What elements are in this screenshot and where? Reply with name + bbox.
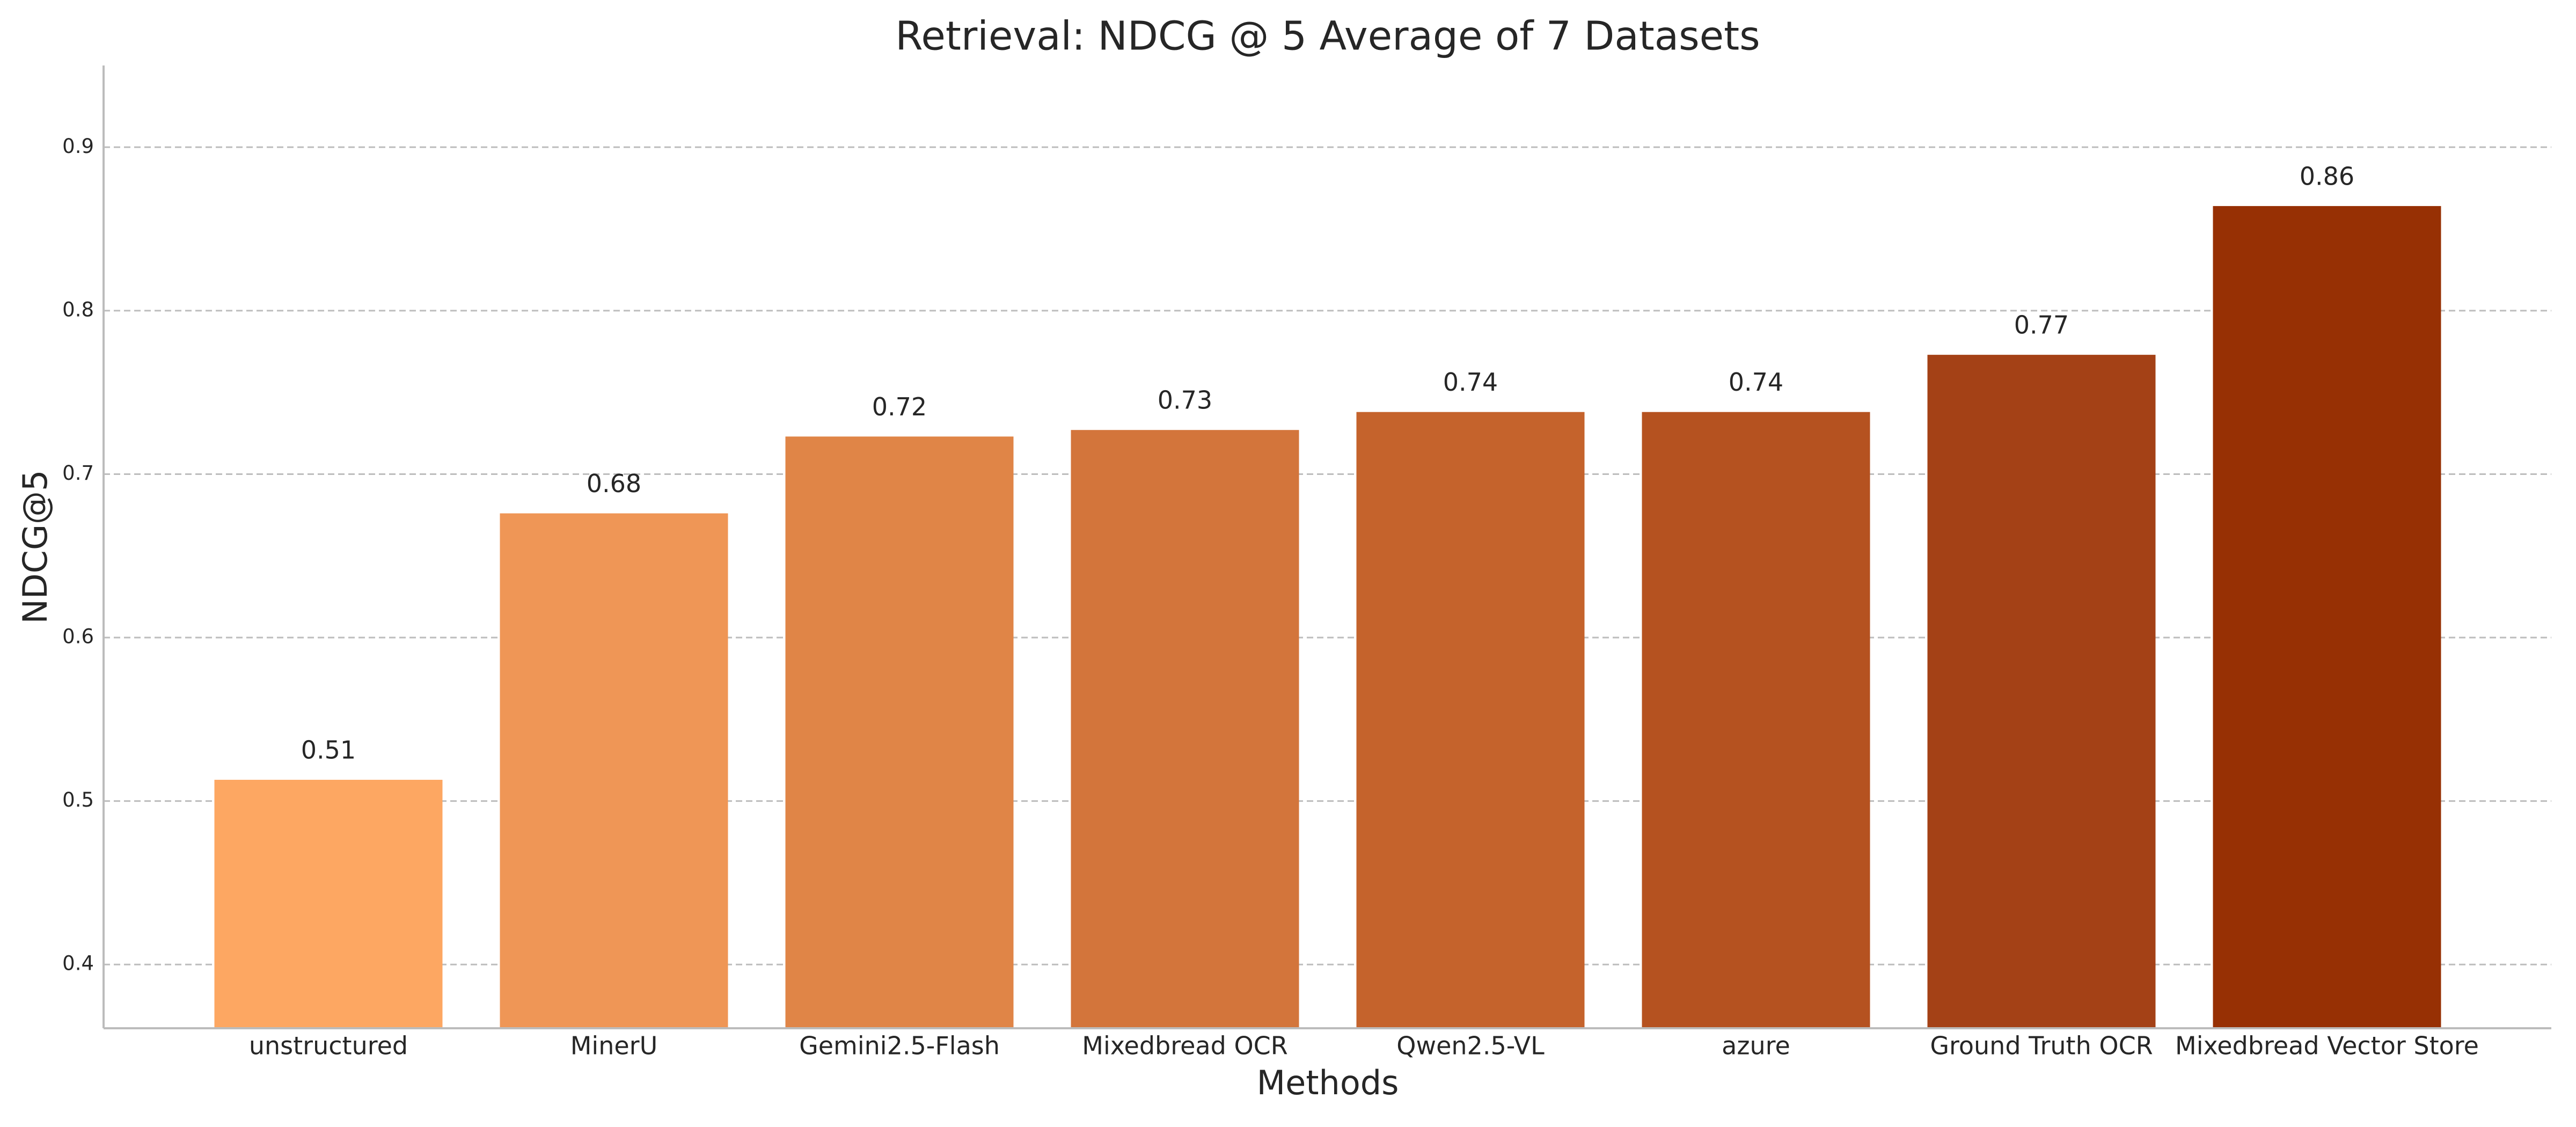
value-label: 0.68 xyxy=(587,469,641,498)
x-tick-label: Mixedbread Vector Store xyxy=(2175,1031,2479,1060)
chart-title: Retrieval: NDCG @ 5 Average of 7 Dataset… xyxy=(895,13,1760,60)
bar xyxy=(214,780,443,1028)
value-label: 0.51 xyxy=(301,736,356,765)
y-tick-label: 0.5 xyxy=(62,788,94,811)
x-tick-label: Qwen2.5-VL xyxy=(1396,1031,1545,1060)
y-tick-label: 0.8 xyxy=(62,298,94,321)
value-label: 0.73 xyxy=(1158,386,1212,415)
bar xyxy=(1642,412,1870,1028)
x-tick-label: MinerU xyxy=(570,1031,658,1060)
y-tick-label: 0.9 xyxy=(62,135,94,158)
y-axis-label: NDCG@5 xyxy=(16,470,55,624)
value-label: 0.74 xyxy=(1443,368,1498,397)
x-tick-label: azure xyxy=(1722,1031,1790,1060)
bar xyxy=(500,513,728,1028)
bar xyxy=(2213,206,2441,1028)
y-tick-label: 0.7 xyxy=(62,462,94,485)
value-label: 0.77 xyxy=(2014,311,2069,340)
y-tick-label: 0.6 xyxy=(62,625,94,648)
value-label: 0.74 xyxy=(1729,368,1783,397)
bar xyxy=(1356,412,1585,1028)
x-axis-label: Methods xyxy=(1257,1063,1399,1102)
x-tick-label: Mixedbread OCR xyxy=(1082,1031,1287,1060)
bar xyxy=(785,436,1014,1028)
x-tick-label: Ground Truth OCR xyxy=(1930,1031,2153,1060)
value-label: 0.86 xyxy=(2300,162,2354,191)
value-label: 0.72 xyxy=(872,392,927,421)
x-tick-label: unstructured xyxy=(249,1031,408,1060)
bar xyxy=(1927,355,2156,1028)
x-tick-label: Gemini2.5-Flash xyxy=(799,1031,1000,1060)
y-tick-label: 0.4 xyxy=(62,952,94,975)
bar xyxy=(1071,430,1299,1028)
